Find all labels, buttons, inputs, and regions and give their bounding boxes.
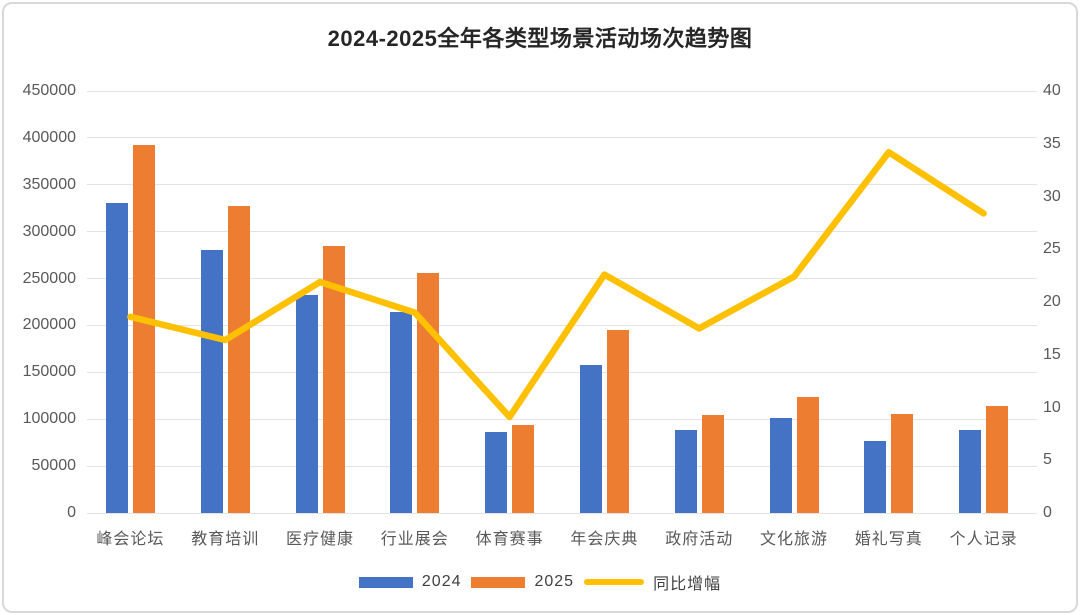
- gridline: [87, 512, 1037, 514]
- bar-2025: [512, 424, 535, 513]
- gridline: [87, 324, 1037, 326]
- legend-swatch-2025: [471, 576, 526, 588]
- bar-2025: [796, 396, 819, 513]
- legend-swatch-同比增幅: [584, 579, 645, 585]
- bar-2025: [891, 413, 914, 513]
- growth-line: [127, 148, 987, 421]
- bar-2024: [674, 430, 697, 513]
- bar-2024: [959, 430, 982, 513]
- gridline: [87, 418, 1037, 420]
- plot-area: 峰会论坛 教育培训 医疗健康 行业展会 体育赛事 年会庆典 政府活动 文化旅游 婚礼写真 个人记录: [83, 90, 1037, 548]
- bar-2024: [485, 432, 508, 513]
- gridline: [87, 371, 1037, 373]
- right-axis-tick: 40: [1043, 82, 1061, 99]
- bar-2024: [864, 440, 887, 513]
- category-label: 体育赛事: [475, 531, 544, 548]
- legend: 2024 2025 同比增幅: [0, 570, 1080, 594]
- right-value-axis: 0 5 10 15 20 25 30 35 40: [1043, 82, 1079, 521]
- left-axis-tick: 450000: [22, 82, 76, 99]
- category-label: 个人记录: [949, 531, 1018, 548]
- gridline: [87, 184, 1037, 186]
- category-label: 婚礼写真: [854, 531, 923, 548]
- category-label: 医疗健康: [285, 531, 354, 548]
- left-axis-tick: 250000: [22, 269, 76, 287]
- legend-label: 同比增幅: [653, 576, 722, 593]
- bar-2025: [701, 415, 724, 513]
- legend-label: 2025: [534, 573, 575, 590]
- bar-2025: [132, 145, 155, 513]
- category-label: 政府活动: [665, 531, 734, 548]
- left-axis-tick: 100000: [22, 410, 76, 428]
- category-label: 行业展会: [380, 531, 449, 548]
- gridline: [87, 465, 1037, 467]
- right-axis-tick: 5: [1043, 451, 1052, 469]
- left-axis-tick: 200000: [22, 316, 76, 334]
- bar-2025: [322, 245, 345, 513]
- bar-2024: [579, 364, 602, 513]
- gridline: [87, 137, 1037, 139]
- legend-label: 2024: [421, 573, 462, 590]
- bar-2025: [227, 206, 250, 513]
- category-label: 教育培训: [191, 531, 260, 548]
- left-axis-tick: 400000: [22, 128, 76, 146]
- bar-2024: [390, 312, 413, 513]
- right-axis-tick: 25: [1043, 240, 1061, 258]
- bar-2025: [606, 330, 629, 513]
- category-label: 文化旅游: [759, 531, 828, 548]
- legend-item-2025: 2025: [471, 573, 574, 591]
- left-axis-tick: 150000: [22, 363, 76, 381]
- chart-title: 2024-2025全年各类型场景活动场次趋势图: [327, 26, 753, 51]
- gridline: [87, 90, 1037, 92]
- bar-2025: [986, 406, 1009, 513]
- category-label: 年会庆典: [570, 531, 639, 548]
- category-label: 峰会论坛: [96, 531, 165, 548]
- right-axis-tick: 30: [1043, 187, 1061, 205]
- bar-2024: [200, 249, 223, 513]
- right-axis-tick: 35: [1043, 134, 1061, 152]
- right-axis-tick: 15: [1043, 345, 1061, 363]
- left-axis-tick: 50000: [31, 457, 77, 475]
- left-axis-tick: 0: [67, 504, 76, 521]
- left-axis-tick: 350000: [22, 175, 76, 193]
- right-axis-tick: 0: [1043, 504, 1052, 521]
- bar-2024: [105, 202, 128, 513]
- legend-swatch-2024: [358, 576, 413, 588]
- right-axis-tick: 20: [1043, 293, 1061, 310]
- legend-item-2024: 2024: [358, 573, 462, 591]
- bar-2024: [295, 295, 318, 513]
- left-value-axis: 0 50000 100000 150000 200000 250000 300000 3500…: [0, 82, 77, 521]
- gridline: [87, 278, 1037, 280]
- left-axis-tick: 300000: [22, 222, 76, 240]
- right-axis-tick: 10: [1043, 398, 1061, 416]
- legend-item-同比增幅: 同比增幅: [584, 570, 721, 594]
- gridline: [87, 231, 1037, 233]
- bar-2024: [769, 418, 792, 513]
